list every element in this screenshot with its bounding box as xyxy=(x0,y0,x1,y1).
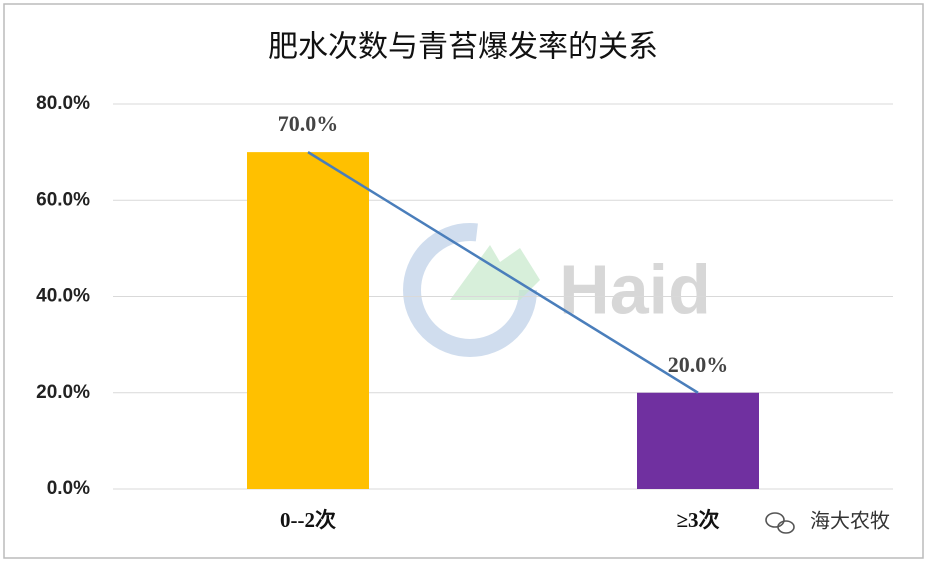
trend-line xyxy=(307,151,699,394)
value-label: 70.0% xyxy=(278,111,339,136)
watermark-logo xyxy=(403,223,540,357)
x-tick-label: 0--2次 xyxy=(280,508,336,532)
value-label: 20.0% xyxy=(668,352,729,377)
x-tick-label: ≥3次 xyxy=(676,508,719,532)
y-tick-label: 0.0% xyxy=(47,478,90,499)
y-tick-label: 80.0% xyxy=(36,93,90,114)
watermark: Haid xyxy=(559,250,711,328)
wechat-icon xyxy=(765,512,795,534)
source-label: 海大农牧 xyxy=(810,509,890,532)
bar xyxy=(247,152,369,489)
bar xyxy=(637,392,759,489)
y-tick-label: 20.0% xyxy=(36,382,90,403)
y-tick-label: 60.0% xyxy=(36,189,90,210)
y-tick-label: 40.0% xyxy=(36,286,90,307)
chart-border xyxy=(3,3,924,559)
chart-title: 肥水次数与青苔爆发率的关系 xyxy=(268,30,658,65)
